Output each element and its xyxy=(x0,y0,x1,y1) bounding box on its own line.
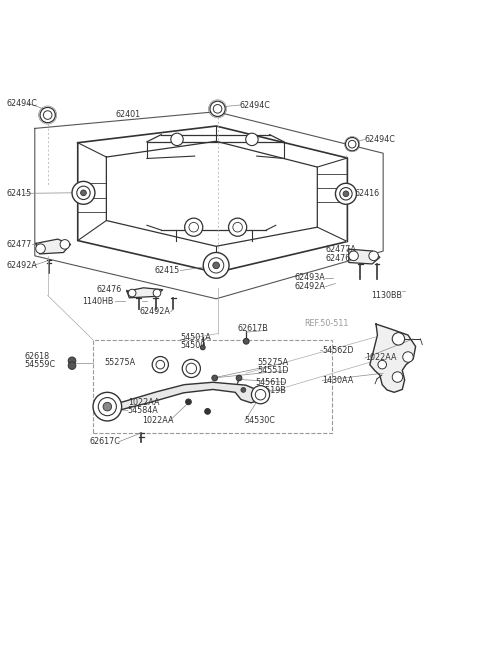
Circle shape xyxy=(93,392,121,421)
Polygon shape xyxy=(349,249,380,264)
Circle shape xyxy=(186,399,192,405)
Text: 1130BB: 1130BB xyxy=(371,291,402,300)
Polygon shape xyxy=(370,324,416,392)
Text: 62416: 62416 xyxy=(355,189,380,198)
Text: 62476A: 62476A xyxy=(326,254,357,263)
Text: 62617B: 62617B xyxy=(238,325,268,333)
Circle shape xyxy=(103,403,112,411)
Text: 62617C: 62617C xyxy=(90,437,120,446)
Circle shape xyxy=(241,388,246,392)
Text: 62494C: 62494C xyxy=(6,99,37,108)
Text: 62415: 62415 xyxy=(6,189,31,198)
Circle shape xyxy=(60,240,70,249)
Text: 54530C: 54530C xyxy=(245,417,276,425)
Text: 1140HB: 1140HB xyxy=(83,296,114,306)
Text: 54501A: 54501A xyxy=(180,333,211,342)
Circle shape xyxy=(68,357,76,365)
Circle shape xyxy=(378,360,386,369)
Text: 1022AA: 1022AA xyxy=(365,353,396,362)
Circle shape xyxy=(128,289,136,297)
Circle shape xyxy=(343,191,349,197)
Circle shape xyxy=(392,333,405,345)
Circle shape xyxy=(346,138,359,151)
Circle shape xyxy=(68,362,76,370)
Circle shape xyxy=(349,251,359,261)
Circle shape xyxy=(213,262,219,269)
Circle shape xyxy=(246,133,258,146)
Text: 54561D: 54561D xyxy=(255,378,287,387)
Circle shape xyxy=(392,372,403,382)
Text: 54559C: 54559C xyxy=(24,360,55,369)
Circle shape xyxy=(403,351,413,362)
Text: 55275A: 55275A xyxy=(258,358,289,367)
Text: 54519B: 54519B xyxy=(255,386,286,395)
Circle shape xyxy=(40,108,55,123)
Text: 62618: 62618 xyxy=(24,351,49,361)
Circle shape xyxy=(336,183,357,204)
Polygon shape xyxy=(127,288,163,298)
Text: 62494C: 62494C xyxy=(364,135,395,144)
Text: 55275A: 55275A xyxy=(104,358,135,367)
Text: 62494C: 62494C xyxy=(240,101,271,110)
Text: 62477A: 62477A xyxy=(326,245,357,254)
Polygon shape xyxy=(106,382,263,411)
Circle shape xyxy=(185,218,203,237)
Text: 62477: 62477 xyxy=(6,240,32,249)
Circle shape xyxy=(200,345,205,350)
Circle shape xyxy=(72,181,95,204)
FancyBboxPatch shape xyxy=(93,340,332,433)
Circle shape xyxy=(243,339,249,344)
Text: 62476: 62476 xyxy=(97,285,122,294)
Text: 54551D: 54551D xyxy=(258,366,289,375)
Circle shape xyxy=(204,409,210,414)
Text: 1022AA: 1022AA xyxy=(142,417,174,425)
Text: 62415: 62415 xyxy=(154,266,180,275)
Text: 1022AA: 1022AA xyxy=(128,398,159,407)
Circle shape xyxy=(369,251,378,261)
Text: 62492A: 62492A xyxy=(140,307,171,316)
Circle shape xyxy=(203,253,229,278)
Circle shape xyxy=(252,386,270,404)
Text: 62493A: 62493A xyxy=(295,274,325,282)
Text: 54584A: 54584A xyxy=(128,406,158,415)
Polygon shape xyxy=(36,239,71,254)
Circle shape xyxy=(212,375,217,381)
Text: 62492A: 62492A xyxy=(6,261,37,270)
Circle shape xyxy=(36,244,45,253)
Circle shape xyxy=(210,101,225,116)
Circle shape xyxy=(228,218,247,237)
Text: REF.50-511: REF.50-511 xyxy=(304,319,349,328)
Text: 1430AA: 1430AA xyxy=(322,376,353,385)
Text: 54500: 54500 xyxy=(180,341,205,350)
Text: 62401: 62401 xyxy=(116,110,141,119)
Text: 62492A: 62492A xyxy=(295,282,326,292)
Circle shape xyxy=(171,133,183,146)
Text: 54562D: 54562D xyxy=(322,346,354,355)
Circle shape xyxy=(152,357,168,373)
Circle shape xyxy=(81,190,86,196)
Circle shape xyxy=(236,375,242,381)
Circle shape xyxy=(153,289,161,297)
Circle shape xyxy=(182,360,200,378)
